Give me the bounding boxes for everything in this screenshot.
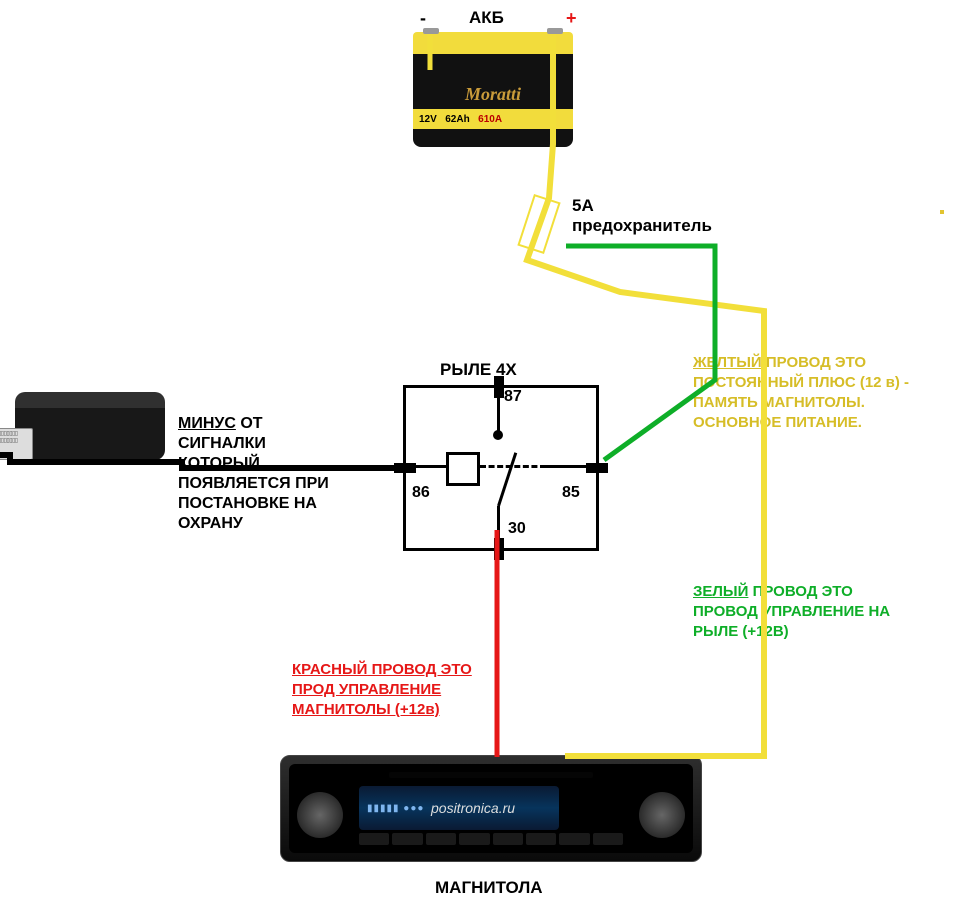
- alarm-label-minus: МИНУС: [178, 415, 236, 432]
- relay-coil: [446, 452, 480, 486]
- battery-minus: -: [420, 8, 426, 29]
- relay-line-86: [416, 465, 446, 468]
- relay-pin87-label: 87: [504, 388, 522, 406]
- stereo-knob-right: [639, 792, 685, 838]
- relay-pin86-label: 86: [412, 484, 430, 502]
- alarm-module: ▯▯▯▯▯▯▯▯▯▯▯▯▯▯: [0, 392, 175, 472]
- stereo-btn: [559, 833, 589, 845]
- stereo-btn: [426, 833, 456, 845]
- battery-amps: 610A: [478, 114, 502, 125]
- relay-line-85b: [544, 465, 556, 468]
- relay-switch: [497, 452, 517, 506]
- relay-dashed: [480, 465, 546, 471]
- battery-brand: Moratti: [413, 84, 573, 105]
- watermark: positronica.ru: [431, 800, 515, 816]
- stereo-button-row: [359, 833, 623, 845]
- stray-dot: [940, 210, 944, 214]
- stereo-cd-slot: [389, 772, 593, 778]
- relay-line-85: [556, 465, 586, 468]
- alarm-connector: ▯▯▯▯▯▯▯▯▯▯▯▯▯▯: [0, 428, 33, 460]
- relay-pin-85: [586, 463, 608, 473]
- battery-voltage: 12V: [419, 114, 437, 125]
- relay-pin30-label: 30: [508, 520, 526, 538]
- battery-body: Moratti 12V 62Ah 610A: [413, 54, 573, 147]
- fuse: [517, 194, 560, 254]
- relay: [403, 385, 599, 551]
- relay-pin85-label: 85: [562, 484, 580, 502]
- battery-top: [413, 32, 573, 54]
- stereo-btn: [392, 833, 422, 845]
- relay-line-87: [497, 396, 500, 432]
- diagram-canvas: Moratti 12V 62Ah 610A АКБ - + 5А предохр…: [0, 0, 960, 901]
- car-stereo: ▮▮▮▮▮ ●●● positronica.ru: [280, 755, 702, 862]
- relay-line-30: [497, 506, 500, 540]
- stereo-btn: [593, 833, 623, 845]
- fuse-label-2: предохранитель: [572, 216, 712, 236]
- battery-terminal-pos: [547, 28, 563, 34]
- battery: Moratti 12V 62Ah 610A: [413, 32, 573, 147]
- battery-plus: +: [566, 8, 577, 29]
- red-wire-note: КРАСНЫЙ ПРОВОД ЭТО ПРОД УПРАВЛЕНИЕ МАГНИ…: [292, 660, 472, 720]
- stereo-btn: [459, 833, 489, 845]
- stereo-btn: [526, 833, 556, 845]
- battery-capacity: 62Ah: [445, 114, 469, 125]
- alarm-label: МИНУС ОТ СИГНАЛКИ КОТОРЫЙ ПОЯВЛЯЕТСЯ ПРИ…: [178, 414, 329, 534]
- relay-pin-86: [394, 463, 416, 473]
- relay-pin-87: [494, 376, 504, 398]
- relay-pin-30: [494, 538, 504, 560]
- stereo-knob-left: [297, 792, 343, 838]
- stereo-btn: [359, 833, 389, 845]
- stereo-btn: [493, 833, 523, 845]
- relay-title: РЫЛЕ 4X: [440, 360, 517, 380]
- green-wire-note: ЗЕЛЫЙ ПРОВОД ЭТО ПРОВОД УПРАВЛЕНИЕ НА РЫ…: [693, 582, 890, 642]
- yellow-wire-note: ЖЕЛТЫЙ ПРОВОД ЭТО ПОСТОЯННЫЙ ПЛЮС (12 в)…: [693, 353, 909, 433]
- battery-title: АКБ: [469, 8, 504, 28]
- alarm-body-top: [15, 392, 165, 408]
- stereo-title: МАГНИТОЛА: [435, 878, 543, 898]
- relay-contact-87: [493, 430, 503, 440]
- alarm-connector-pins: ▯▯▯▯▯▯▯▯▯▯▯▯▯▯: [0, 429, 32, 447]
- fuse-label-1: 5А: [572, 196, 594, 216]
- stereo-display-text: ▮▮▮▮▮ ●●●: [359, 803, 424, 814]
- battery-spec-strip: 12V 62Ah 610A: [413, 109, 573, 129]
